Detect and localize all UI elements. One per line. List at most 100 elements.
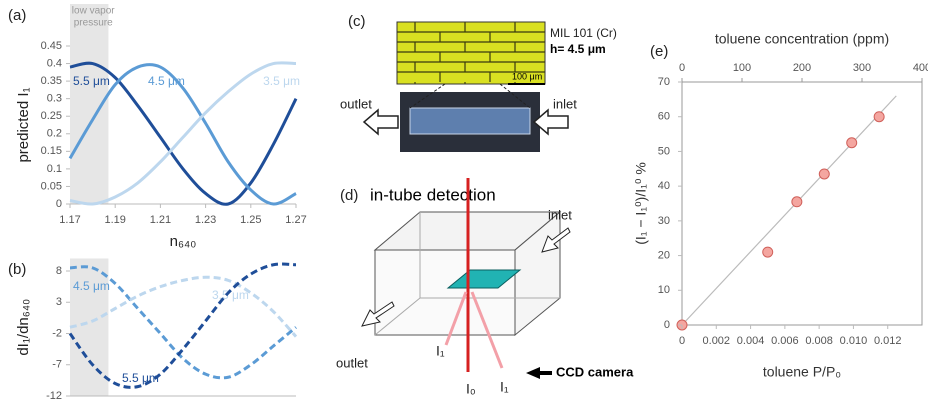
- series-label: 4.5 μm: [148, 74, 185, 88]
- camera-arrow: [526, 367, 552, 379]
- x-tick-label: 0: [679, 335, 685, 347]
- x2-tick-label: 300: [853, 62, 871, 74]
- reflected-label: I₁: [436, 343, 445, 359]
- panel-label: (b): [8, 261, 26, 278]
- panel-d: in-tube detection inlet outlet I₁ I₀ I₁ …: [336, 178, 634, 397]
- brick-pattern: [397, 22, 545, 84]
- y-tick-label: 20: [658, 249, 670, 261]
- y-tick-label: 30: [658, 215, 670, 227]
- scale-label: 100 μm: [512, 71, 542, 81]
- x-tick-label: 0.004: [737, 335, 765, 347]
- x-axis-label: toluene P/P₀: [763, 364, 841, 380]
- reflected-beam: [444, 291, 468, 346]
- y-tick-label: 0.1: [47, 163, 62, 175]
- x2-tick-label: 200: [793, 62, 811, 74]
- x-tick-label: 0.006: [771, 335, 799, 347]
- series-label: 5.5 μm: [122, 371, 159, 385]
- y-tick-label: 8: [56, 265, 62, 277]
- y-tick-label: 3: [56, 296, 62, 308]
- y-axis-label: predicted I₁: [15, 87, 32, 162]
- inlet-label: inlet: [548, 207, 572, 222]
- y-tick-label: 50: [658, 145, 670, 157]
- panel-label: (c): [348, 13, 366, 30]
- x2-tick-label: 400: [913, 62, 928, 74]
- series-line: [69, 265, 297, 380]
- outlet-arrow: [362, 108, 399, 136]
- x-axis-label: n₆₄₀: [170, 233, 197, 250]
- y-tick-label: 0.2: [47, 128, 62, 140]
- zoom-line: [409, 83, 446, 109]
- y-tick-label: 0: [664, 319, 670, 331]
- y-tick-label: 10: [658, 284, 670, 296]
- x2-tick-label: 100: [733, 62, 751, 74]
- trendline: [681, 95, 897, 326]
- x-tick-label: 1.19: [104, 214, 125, 226]
- box-front: [374, 249, 516, 336]
- transmitted-label: I₁: [500, 379, 509, 395]
- tube: [409, 107, 531, 135]
- x-tick-label: 0.010: [840, 335, 868, 347]
- data-point: [762, 246, 774, 258]
- outlet-label: outlet: [340, 96, 372, 111]
- y-tick-label: 0.05: [41, 180, 62, 192]
- data-point: [818, 168, 830, 180]
- y-tick-label: 0.15: [41, 145, 62, 157]
- series-label: 3.5 μm: [263, 74, 300, 88]
- y-tick-label: 0.35: [41, 75, 62, 87]
- series-label: 5.5 μm: [73, 74, 110, 88]
- x-tick-label: 0.012: [874, 335, 902, 347]
- y-tick-label: -7: [52, 359, 62, 371]
- x2-axis-label: toluene concentration (ppm): [715, 31, 889, 47]
- outlet-arrow: [361, 301, 395, 327]
- panel-c: 100 μm MIL 101 (Cr) h= 4.5 μm outlet inl…: [340, 21, 617, 152]
- y-tick-label: 0.25: [41, 110, 62, 122]
- series-line: [68, 262, 297, 389]
- series-line: [68, 63, 297, 206]
- material-label: MIL 101 (Cr): [550, 26, 617, 40]
- thickness-label: h= 4.5 μm: [550, 42, 606, 56]
- y-tick-label: 60: [658, 111, 670, 123]
- x-tick-label: 1.21: [150, 214, 171, 226]
- x-tick-label: 1.23: [195, 214, 216, 226]
- x-tick-label: 1.17: [59, 214, 80, 226]
- y-tick-label: 0.3: [47, 93, 62, 105]
- data-point: [846, 137, 858, 149]
- zoom-line: [499, 83, 531, 109]
- series-line: [69, 275, 298, 338]
- inlet-arrow: [532, 108, 569, 136]
- film: [446, 269, 522, 289]
- y-tick-label: 0.4: [47, 57, 62, 69]
- x-tick-label: 0.002: [703, 335, 731, 347]
- y-tick-label: 70: [658, 76, 670, 88]
- y-tick-label: 40: [658, 180, 670, 192]
- transmitted-beam: [470, 291, 504, 369]
- inlet-arrow: [541, 227, 571, 253]
- x-tick-label: 1.25: [240, 214, 261, 226]
- annotation: low vapor: [72, 6, 115, 17]
- inlet-label: inlet: [553, 96, 577, 111]
- camera-label: CCD camera: [556, 364, 634, 379]
- outlet-label: outlet: [336, 355, 368, 370]
- y-tick-label: 0.45: [41, 40, 62, 52]
- y-axis-label: (I₁ − I₁⁰)/I₁⁰ %: [633, 162, 649, 245]
- y-tick-label: -12: [46, 390, 62, 402]
- y-tick-label: -2: [52, 327, 62, 339]
- series-line: [69, 61, 298, 206]
- data-point: [791, 196, 803, 208]
- panel-label: (a): [8, 7, 26, 24]
- y-tick-label: 0: [56, 198, 62, 210]
- data-point: [873, 111, 885, 123]
- x-tick-label: 0.008: [805, 335, 833, 347]
- series-label: 4.5 μm: [73, 279, 110, 293]
- incident-label: I₀: [466, 381, 476, 397]
- y-axis-label: dI₁/dn₆₄₀: [15, 299, 32, 356]
- x-tick-label: 1.27: [285, 214, 306, 226]
- annotation: pressure: [74, 18, 113, 29]
- detection-title: in-tube detection: [370, 185, 496, 204]
- series-line: [69, 61, 297, 206]
- panel-label: (d): [340, 187, 358, 204]
- panel-label: (e): [650, 43, 668, 60]
- x2-tick-label: 0: [679, 62, 685, 74]
